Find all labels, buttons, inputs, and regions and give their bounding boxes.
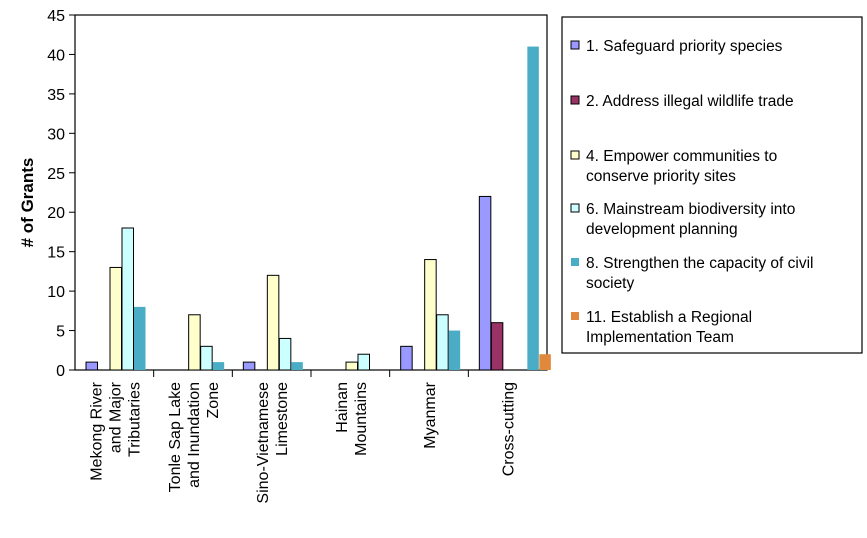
legend-swatch-3 [570, 203, 580, 213]
bar-series-3-cat-4 [436, 314, 449, 371]
bar-series-0-cat-5 [478, 195, 492, 371]
category-label-line: Mekong River [88, 381, 105, 480]
legend: 1. Safeguard priority species 2. Address … [561, 16, 863, 354]
legend-label: 8. Strengthen the capacity of civil [586, 255, 813, 272]
category-label-line: and Major [107, 381, 124, 453]
y-tick-label: 5 [56, 324, 65, 341]
category-label-line: and Inundation [186, 382, 203, 488]
y-axis: 0 5 10 15 20 25 30 35 40 45 [47, 8, 75, 380]
legend-swatch-2 [570, 150, 580, 160]
y-tick-label: 35 [47, 87, 65, 104]
bar-series-4-cat-0 [134, 306, 146, 370]
legend-box [561, 16, 863, 354]
plot-area [74, 14, 551, 371]
bar-series-3-cat-1 [200, 345, 213, 371]
bar-series-2-cat-4 [424, 259, 437, 371]
category-label-line: Tonle Sap Lake [167, 382, 184, 492]
category-label-0: Mekong River and Major Tributaries [88, 381, 143, 480]
legend-swatch-0 [570, 40, 580, 50]
bar-series-2-cat-0 [109, 266, 122, 371]
legend-label: 6. Mainstream biodiversity into [586, 201, 795, 218]
y-tick-label: 20 [47, 205, 65, 222]
bar-series-0-cat-0 [85, 361, 98, 371]
legend-label: society [586, 275, 634, 292]
category-label-1: Tonle Sap Lake and Inundation Zone [167, 382, 222, 492]
legend-label: development planning [586, 221, 738, 238]
bar-series-2-cat-2 [266, 274, 280, 371]
bar-series-5-cat-5 [539, 354, 551, 370]
category-label-line: Tributaries [126, 382, 143, 457]
category-label-line: Sino-Vietnamese [255, 382, 272, 504]
legend-swatch-4 [571, 258, 579, 266]
bar-series-0-cat-4 [400, 345, 413, 371]
category-label-line: Cross-cutting [501, 382, 518, 476]
bar-series-0-cat-2 [242, 361, 256, 371]
x-axis: Mekong River and Major Tributaries Tonle Sa… [88, 370, 518, 504]
legend-label: conserve priority sites [586, 168, 736, 185]
legend-label: 4. Empower communities to [586, 148, 777, 165]
legend-label: Implementation Team [586, 329, 734, 346]
plot-border [74, 14, 548, 371]
bar-series-2-cat-1 [188, 314, 201, 371]
y-tick-label: 10 [47, 284, 65, 301]
category-label-3: Hainan Mountains [334, 382, 370, 456]
legend-swatch-1 [570, 95, 580, 105]
bar-series-3-cat-2 [278, 337, 292, 371]
y-tick-label: 15 [47, 245, 65, 262]
category-label-4: Myanmar [422, 381, 439, 448]
legend-label: 11. Establish a Regional [586, 309, 752, 326]
bar-series-4-cat-1 [212, 362, 225, 370]
legend-label: 1. Safeguard priority species [586, 38, 783, 55]
y-tick-label: 40 [47, 47, 65, 64]
category-label-line: Limestone [274, 382, 291, 456]
bar-series-1-cat-5 [490, 322, 504, 371]
category-label-line: Hainan [334, 382, 351, 433]
category-label-line: Zone [205, 382, 222, 419]
y-tick-label: 45 [47, 8, 65, 25]
category-label-5: Cross-cutting [501, 382, 518, 476]
legend-swatch-5 [571, 312, 579, 320]
y-tick-label: 0 [56, 363, 65, 380]
bar-series-3-cat-0 [121, 227, 134, 371]
y-tick-label: 25 [47, 166, 65, 183]
category-label-line: Myanmar [422, 381, 439, 448]
bar-series-2-cat-3 [345, 361, 358, 371]
y-axis-title: # of Grants [18, 158, 37, 248]
y-tick-label: 30 [47, 126, 65, 143]
bar-series-4-cat-5 [527, 46, 539, 371]
category-label-line: Mountains [353, 382, 370, 456]
bar-series-4-cat-2 [291, 362, 303, 370]
bar-series-4-cat-4 [448, 330, 461, 370]
bar-series-3-cat-3 [357, 353, 370, 371]
legend-label: 2. Address illegal wildlife trade [586, 93, 794, 110]
category-label-2: Sino-Vietnamese Limestone [255, 382, 291, 504]
